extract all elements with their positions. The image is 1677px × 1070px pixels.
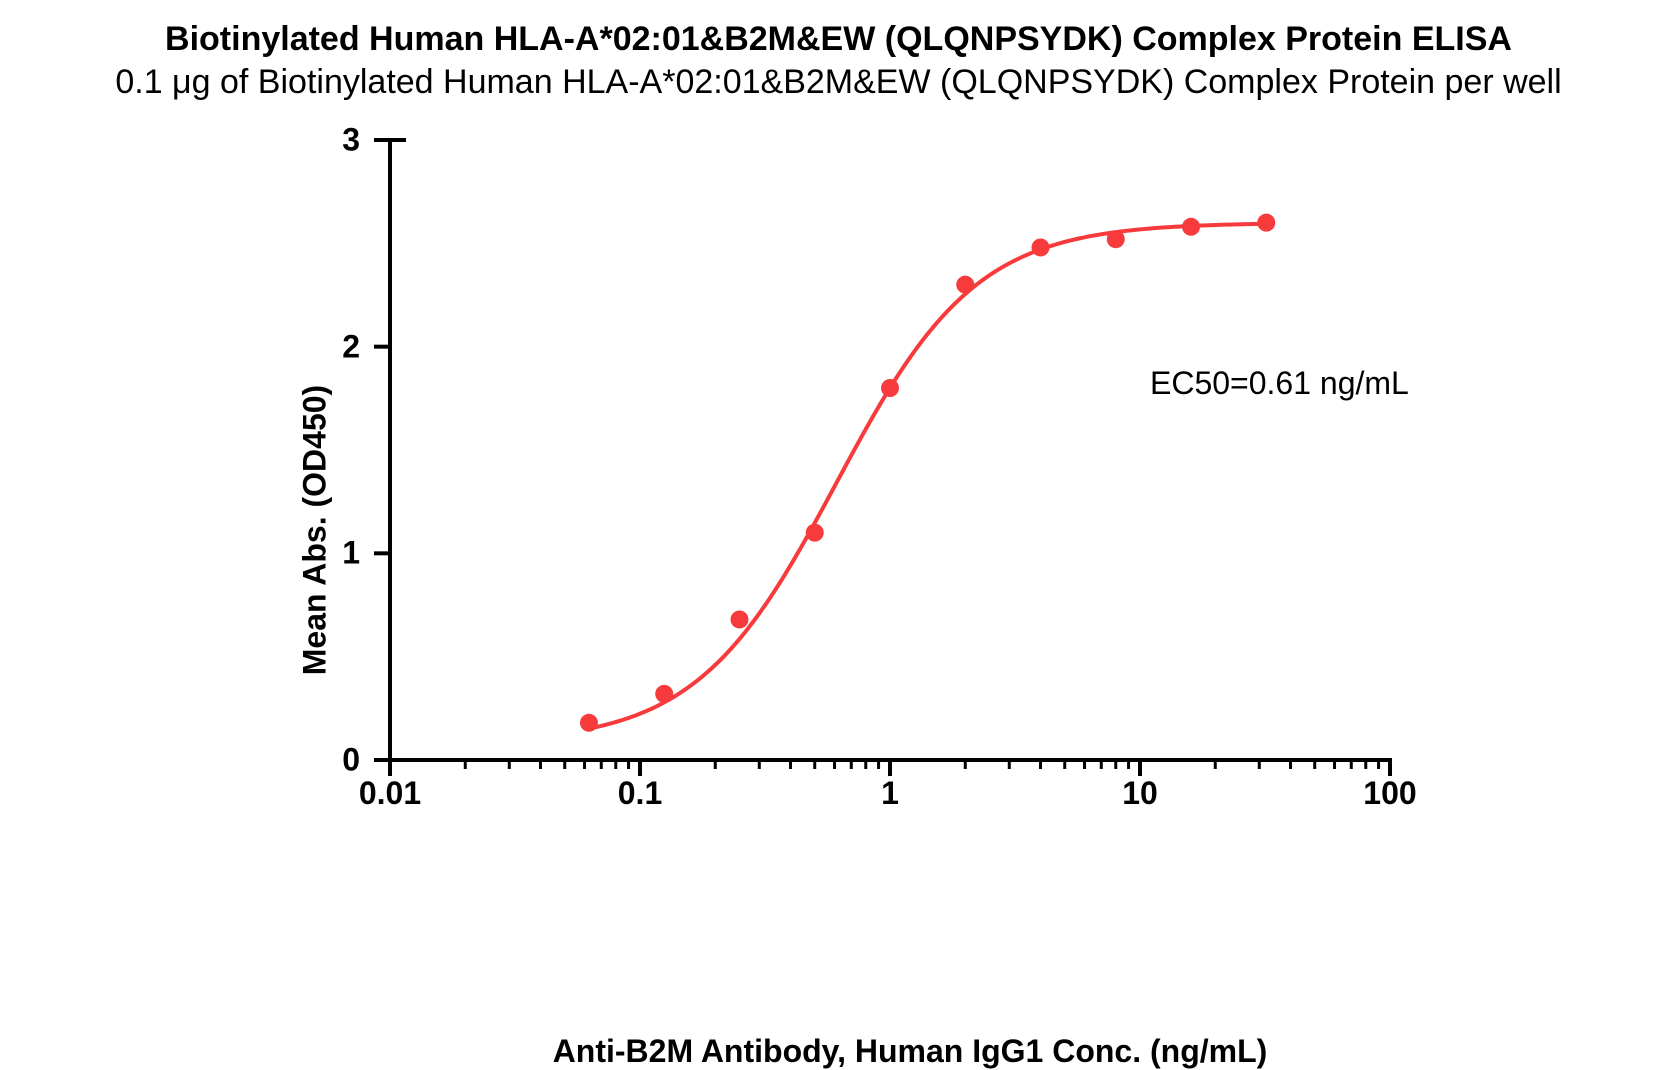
y-axis-label: Mean Abs. (OD450) <box>297 385 334 675</box>
x-tick-label: 1 <box>881 775 899 812</box>
chart-title-line1: Biotinylated Human HLA-A*02:01&B2M&EW (Q… <box>0 18 1677 61</box>
title-block: Biotinylated Human HLA-A*02:01&B2M&EW (Q… <box>0 18 1677 103</box>
x-tick-label: 100 <box>1363 775 1416 812</box>
y-tick-label: 2 <box>170 328 360 365</box>
x-axis-label: Anti-B2M Antibody, Human IgG1 Conc. (ng/… <box>260 1033 1560 1070</box>
y-tick-label: 1 <box>170 535 360 572</box>
chart-svg <box>390 140 1390 760</box>
y-tick-label: 3 <box>170 122 360 159</box>
chart-container: Mean Abs. (OD450) EC50=0.61 ng/mL Anti-B… <box>260 140 1560 920</box>
chart-title-line2: 0.1 μg of Biotinylated Human HLA-A*02:01… <box>0 61 1677 104</box>
x-tick-label: 0.01 <box>359 775 421 812</box>
page-root: Biotinylated Human HLA-A*02:01&B2M&EW (Q… <box>0 0 1677 1032</box>
ec50-annotation: EC50=0.61 ng/mL <box>1150 365 1409 402</box>
y-tick-label: 0 <box>170 742 360 779</box>
plot-area: EC50=0.61 ng/mL <box>390 140 1390 760</box>
x-tick-label: 0.1 <box>618 775 662 812</box>
x-tick-label: 10 <box>1122 775 1158 812</box>
